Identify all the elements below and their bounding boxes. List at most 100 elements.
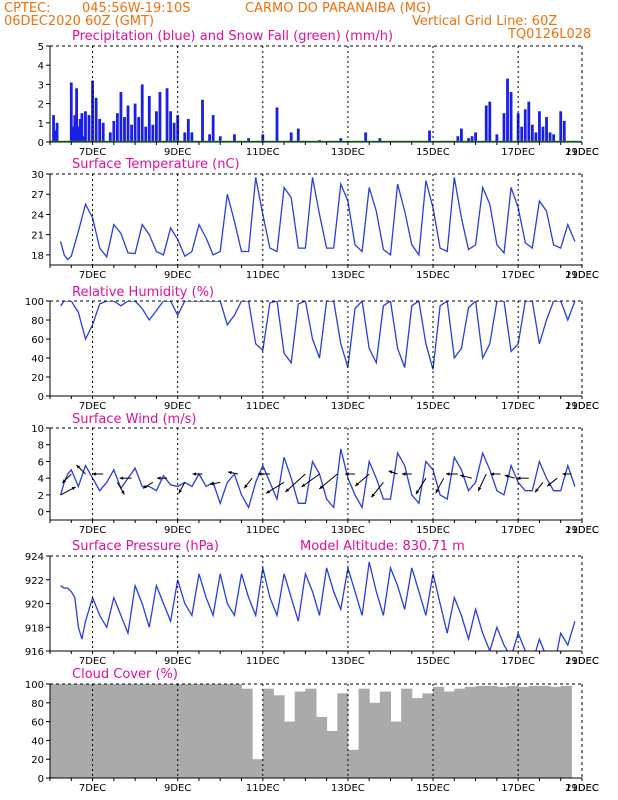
precip-bar (78, 118, 82, 142)
cloud-bar (103, 684, 115, 778)
precip-bar (218, 136, 222, 142)
wind-arrowhead (460, 474, 464, 478)
precip-bar (559, 111, 563, 142)
y-tick-label: 30 (31, 170, 44, 181)
precip-bar (71, 126, 75, 142)
cloud-bar (156, 684, 168, 778)
precip-bar (53, 130, 57, 142)
cloud-bar (145, 684, 157, 778)
wind-arrowhead (142, 485, 147, 489)
x-tick-label: 19DEC (565, 656, 599, 667)
header-location: 045:56W-19:10S (82, 1, 190, 16)
precip-bar (428, 130, 431, 142)
precip-bar (75, 88, 78, 142)
x-tick-label: 21DEC (565, 525, 599, 536)
cloud-bar (475, 685, 487, 778)
x-tick-label: 15DEC (416, 525, 450, 536)
precip-bar (548, 132, 552, 142)
precip-bar (552, 134, 556, 142)
y-tick-label: 21 (31, 231, 44, 242)
cloud-bar (113, 684, 125, 778)
series-wind (59, 448, 576, 510)
wind-arrowhead (301, 483, 306, 487)
wind-arrowhead (388, 470, 393, 474)
precip-bar (233, 134, 236, 142)
cloud-bar (135, 684, 147, 778)
x-tick-label: 19DEC (565, 401, 599, 412)
precip-bar (126, 105, 130, 142)
y-tick-label: 5 (38, 42, 44, 53)
cloud-bar (496, 686, 509, 778)
cloud-bar (411, 698, 423, 778)
wind-arrowhead (285, 488, 290, 492)
precip-bar (509, 92, 513, 142)
x-tick-label: 13DEC (331, 525, 365, 536)
cloud-bar (92, 684, 104, 778)
y-tick-label: 4 (38, 61, 44, 72)
cloud-bar (230, 684, 243, 778)
precip-bar (82, 136, 86, 142)
precip-bar (296, 128, 300, 142)
wind-arrowhead (415, 490, 420, 495)
panel-title-cloud: Cloud Cover (%) (72, 667, 178, 682)
x-tick-label: 21DEC (565, 401, 599, 412)
x-tick-label: 19DEC (565, 147, 599, 158)
wind-line (59, 448, 576, 510)
precip-bar (534, 132, 538, 142)
y-tick-label: 8 (38, 441, 44, 452)
x-tick-label: 19DEC (565, 270, 599, 281)
cloud-bar (262, 688, 274, 778)
x-tick-label: 17DEC (501, 147, 535, 158)
cloud-bar (454, 688, 466, 778)
y-tick-label: 3 (38, 80, 44, 91)
y-tick-label: 0 (38, 392, 44, 403)
cloud-bar (443, 691, 455, 778)
cloud-bar (60, 684, 72, 778)
wind-arrowhead (157, 476, 161, 480)
precip-bar (470, 136, 474, 142)
precip-bar (495, 134, 499, 142)
cloud-bar (347, 749, 360, 778)
cloud-bar (316, 716, 328, 778)
wind-arrowhead (547, 482, 552, 487)
y-tick-label: 40 (31, 736, 44, 747)
wind-arrow (318, 473, 338, 490)
y-tick-label: 10 (31, 424, 44, 435)
wind-arrowhead (92, 472, 96, 476)
wind-arrowhead (192, 472, 197, 476)
y-tick-label: 24 (31, 210, 44, 221)
cloud-bar (273, 695, 285, 778)
cloud-bar (241, 688, 253, 778)
cloud-bar (294, 691, 306, 778)
precip-bar (84, 111, 87, 142)
x-tick-label: 13DEC (331, 401, 365, 412)
precip-bar (506, 78, 509, 142)
x-tick-label: 15DEC (416, 270, 450, 281)
precip-bar (144, 126, 148, 142)
precip-bar (211, 115, 215, 142)
y-tick-label: 18 (31, 251, 44, 262)
x-tick-label: 13DEC (331, 656, 365, 667)
precip-bar (55, 122, 59, 142)
precip-bar (201, 99, 204, 142)
x-tick-label: 17DEC (501, 270, 535, 281)
precip-bar (208, 134, 211, 142)
x-tick-label: 7DEC (79, 147, 106, 158)
y-tick-label: 20 (31, 755, 44, 766)
x-tick-label: 9DEC (164, 401, 191, 412)
precip-bar (530, 124, 534, 142)
precip-bar (378, 138, 382, 142)
precip-bar (186, 118, 190, 142)
precip-bar (456, 136, 460, 142)
cloud-bar (464, 686, 477, 778)
precip-bar (527, 101, 531, 142)
y-tick-label: 6 (38, 457, 44, 468)
panel-title-pressure: Surface Pressure (hPa) (72, 539, 219, 554)
wind-arrowhead (445, 472, 450, 476)
precip-bar (130, 124, 133, 142)
precip-bar (147, 95, 151, 142)
header-station: CARMO DO PARANAIBA (MG) (245, 1, 431, 16)
series-pressure (60, 561, 576, 651)
precip-bar (133, 103, 137, 142)
cloud-bar (422, 693, 434, 778)
